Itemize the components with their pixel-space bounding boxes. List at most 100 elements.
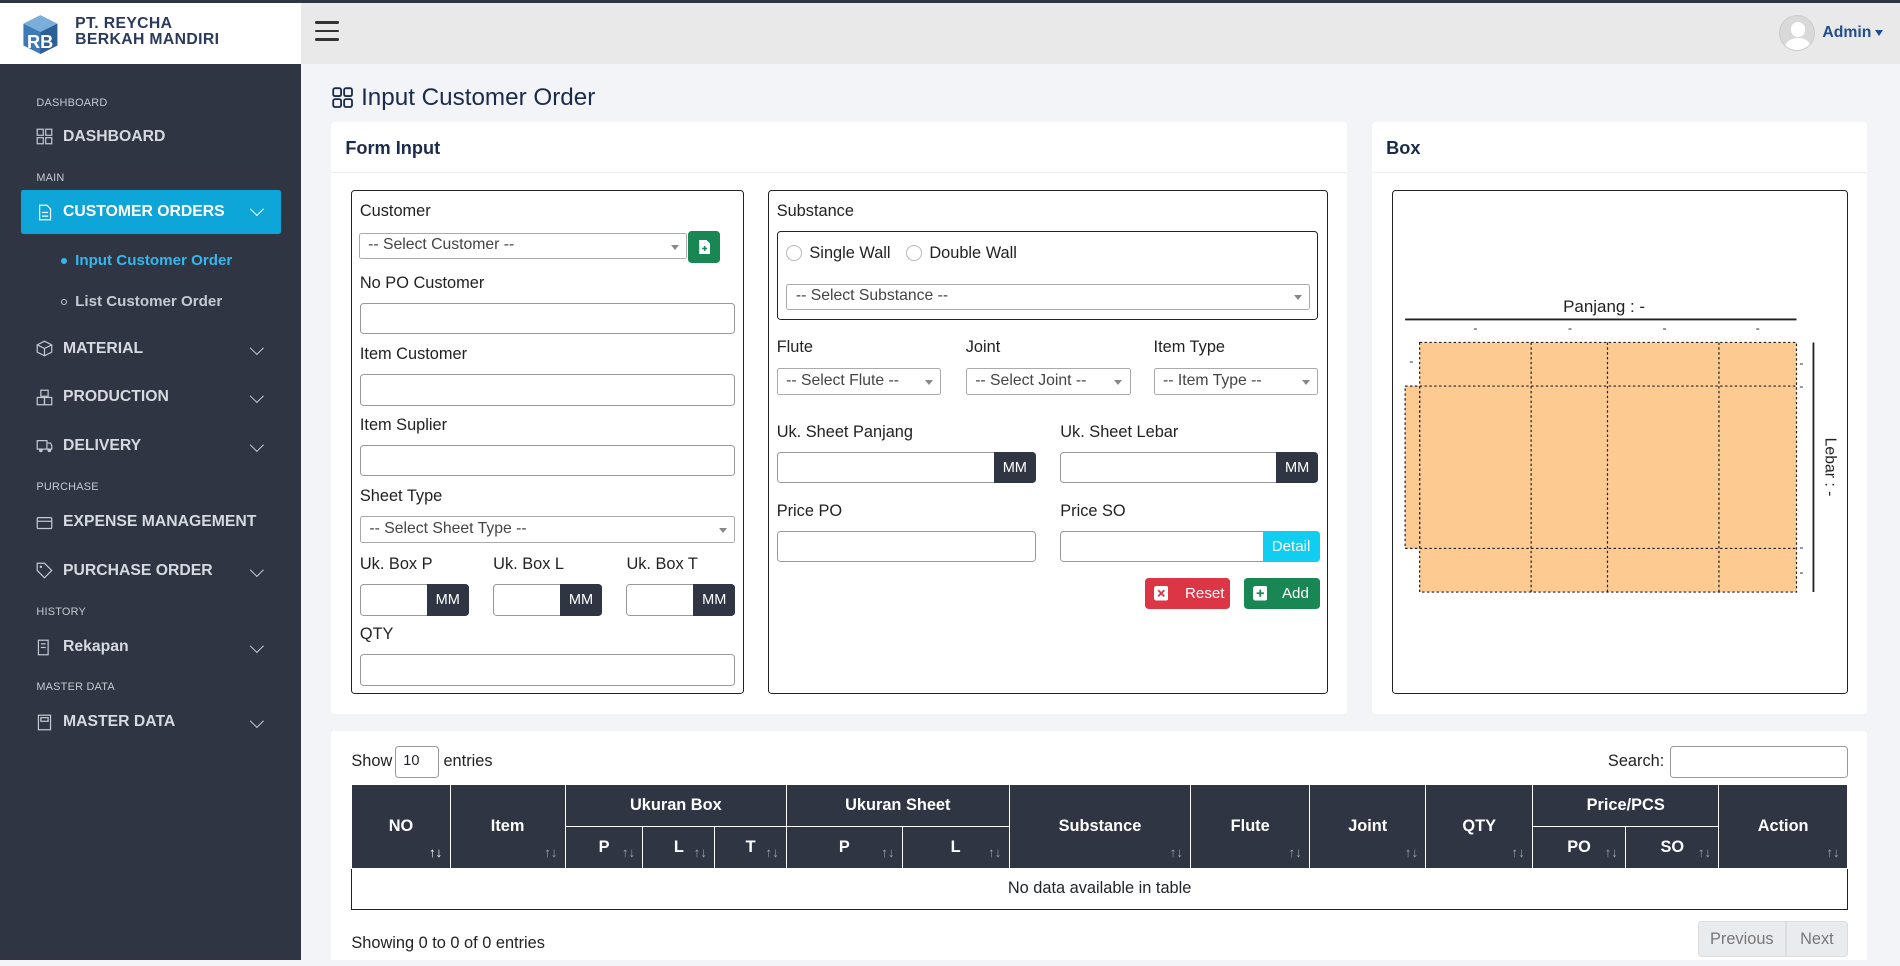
box-p-input[interactable] bbox=[359, 584, 431, 616]
chevron-down-icon bbox=[250, 340, 264, 355]
form-panel-left bbox=[351, 190, 744, 695]
sidebar-item-production[interactable]: PRODUCTION bbox=[21, 376, 282, 420]
th-action[interactable]: Action ↑↓ bbox=[1718, 783, 1848, 869]
th-label: Joint bbox=[1348, 816, 1388, 835]
sheet-lebar-label: Uk. Sheet Lebar bbox=[1060, 422, 1179, 441]
price-so-input[interactable] bbox=[1060, 530, 1267, 563]
substance-select[interactable]: -- Select Substance -- bbox=[786, 283, 1310, 311]
box-l-unit: MM bbox=[559, 584, 603, 616]
next-button[interactable]: Next bbox=[1786, 920, 1848, 958]
section-master-data: MASTER DATA bbox=[36, 680, 115, 693]
truck-icon bbox=[36, 437, 53, 454]
user-name: Admin bbox=[1822, 24, 1872, 42]
no-po-label: No PO Customer bbox=[359, 273, 485, 292]
brand[interactable]: RB PT. REYCHA BERKAH MANDIRI bbox=[0, 3, 301, 64]
dim-dash-3: - bbox=[1662, 321, 1667, 336]
sheet-panjang-input[interactable] bbox=[776, 451, 998, 484]
th-label: L bbox=[673, 837, 684, 856]
box-t-unit: MM bbox=[693, 584, 736, 616]
add-button[interactable]: Add bbox=[1244, 577, 1320, 610]
box-t-input[interactable] bbox=[626, 584, 697, 616]
flute-select[interactable]: -- Select Flute -- bbox=[776, 368, 942, 395]
box-card-title: Box bbox=[1371, 122, 1868, 174]
th-qty[interactable]: QTY ↑↓ bbox=[1425, 783, 1533, 869]
single-wall-radio[interactable] bbox=[786, 244, 803, 261]
item-suplier-input[interactable] bbox=[359, 444, 736, 477]
chevron-down-icon bbox=[250, 638, 264, 653]
box-l-input[interactable] bbox=[493, 584, 564, 616]
th-box-t[interactable]: T ↑↓ bbox=[714, 826, 788, 869]
th-label: NO bbox=[388, 816, 414, 835]
search-input[interactable] bbox=[1669, 746, 1848, 778]
entries-label: entries bbox=[443, 752, 493, 771]
brand-line2: BERKAH MANDIRI bbox=[75, 31, 220, 49]
sheet-lebar-unit: MM bbox=[1275, 451, 1319, 484]
sidebar-item-rekapan[interactable]: Rekapan bbox=[21, 625, 282, 669]
th-sheet-p[interactable]: P ↑↓ bbox=[786, 826, 903, 869]
bullet-icon bbox=[60, 258, 67, 265]
dim-dash-5: - bbox=[1409, 353, 1414, 368]
document-icon bbox=[36, 204, 53, 221]
sidebar-item-delivery[interactable]: DELIVERY bbox=[21, 424, 282, 468]
th-label: Item bbox=[490, 816, 525, 835]
sidebar-item-dashboard[interactable]: DASHBOARD bbox=[21, 115, 282, 159]
detail-button[interactable]: Detail bbox=[1262, 530, 1320, 563]
qty-input[interactable] bbox=[359, 654, 736, 686]
dim-dash-8: - bbox=[1799, 540, 1804, 555]
search-label: Search: bbox=[1607, 752, 1665, 771]
sheet-type-select[interactable]: -- Select Sheet Type -- bbox=[359, 516, 736, 543]
box-p-label: Uk. Box P bbox=[359, 554, 433, 573]
item-customer-input[interactable] bbox=[359, 374, 736, 406]
no-po-input[interactable] bbox=[359, 302, 736, 335]
th-label: SO bbox=[1660, 837, 1685, 856]
th-substance[interactable]: Substance ↑↓ bbox=[1008, 783, 1192, 869]
reset-button[interactable]: Reset bbox=[1145, 577, 1230, 610]
sidebar-item-master-data[interactable]: MASTER DATA bbox=[21, 700, 282, 744]
th-box-p[interactable]: P ↑↓ bbox=[564, 826, 644, 869]
sidebar-item-purchase-order[interactable]: PURCHASE ORDER bbox=[21, 549, 282, 593]
sheet-lebar-input[interactable] bbox=[1060, 451, 1280, 484]
item-type-select[interactable]: -- Item Type -- bbox=[1153, 368, 1319, 395]
double-wall-radio[interactable] bbox=[906, 244, 923, 261]
sheet-panjang-unit: MM bbox=[993, 451, 1036, 484]
th-box-l[interactable]: L ↑↓ bbox=[642, 826, 716, 869]
customer-select[interactable]: -- Select Customer -- bbox=[358, 232, 688, 260]
th-item[interactable]: Item ↑↓ bbox=[449, 783, 566, 869]
th-price-po[interactable]: PO ↑↓ bbox=[1532, 826, 1627, 869]
th-label: T bbox=[745, 837, 756, 856]
sort-icon: ↑↓ bbox=[881, 845, 895, 861]
th-sheet-l[interactable]: L ↑↓ bbox=[901, 826, 1010, 869]
th-joint[interactable]: Joint ↑↓ bbox=[1309, 783, 1427, 869]
add-customer-button[interactable] bbox=[688, 231, 720, 263]
th-ukuran-sheet: Ukuran Sheet bbox=[786, 783, 1010, 828]
th-price-so[interactable]: SO ↑↓ bbox=[1625, 826, 1720, 869]
show-label: Show bbox=[351, 752, 393, 771]
sort-icon: ↑↓ bbox=[1697, 845, 1712, 861]
logo-icon: RB bbox=[23, 15, 57, 54]
sidebar-item-label: PRODUCTION bbox=[62, 388, 169, 406]
sidebar-subitem-list-customer-order[interactable]: List Customer Order bbox=[60, 293, 222, 310]
menu-toggle-icon[interactable] bbox=[315, 21, 340, 43]
th-price-pcs: Price/PCS bbox=[1532, 783, 1720, 828]
sort-icon: ↑↓ bbox=[1826, 845, 1840, 861]
sidebar-subitem-input-customer-order[interactable]: Input Customer Order bbox=[60, 252, 232, 269]
sidebar-item-customer-orders[interactable]: CUSTOMER ORDERS bbox=[20, 190, 282, 234]
user-menu[interactable]: Admin bbox=[1778, 15, 1883, 52]
entries-select[interactable]: 10 bbox=[395, 746, 439, 778]
th-label: L bbox=[950, 837, 961, 856]
substance-label: Substance bbox=[776, 202, 854, 221]
previous-button[interactable]: Previous bbox=[1697, 920, 1787, 958]
chevron-down-icon bbox=[250, 201, 264, 216]
customer-label: Customer bbox=[359, 202, 431, 221]
sidebar-item-expense-management[interactable]: EXPENSE MANAGEMENT bbox=[21, 500, 282, 544]
sidebar-item-label: DASHBOARD bbox=[62, 127, 166, 145]
sort-icon: ↑↓ bbox=[693, 845, 707, 861]
price-po-input[interactable] bbox=[776, 530, 1036, 563]
th-no[interactable]: NO ↑↓ bbox=[351, 783, 451, 869]
brand-name: PT. REYCHA BERKAH MANDIRI bbox=[75, 16, 219, 48]
sidebar-item-material[interactable]: MATERIAL bbox=[21, 327, 282, 371]
joint-select[interactable]: -- Select Joint -- bbox=[965, 368, 1131, 395]
item-suplier-label: Item Suplier bbox=[359, 415, 448, 434]
box-p-unit: MM bbox=[426, 584, 469, 616]
th-flute[interactable]: Flute ↑↓ bbox=[1190, 783, 1311, 869]
